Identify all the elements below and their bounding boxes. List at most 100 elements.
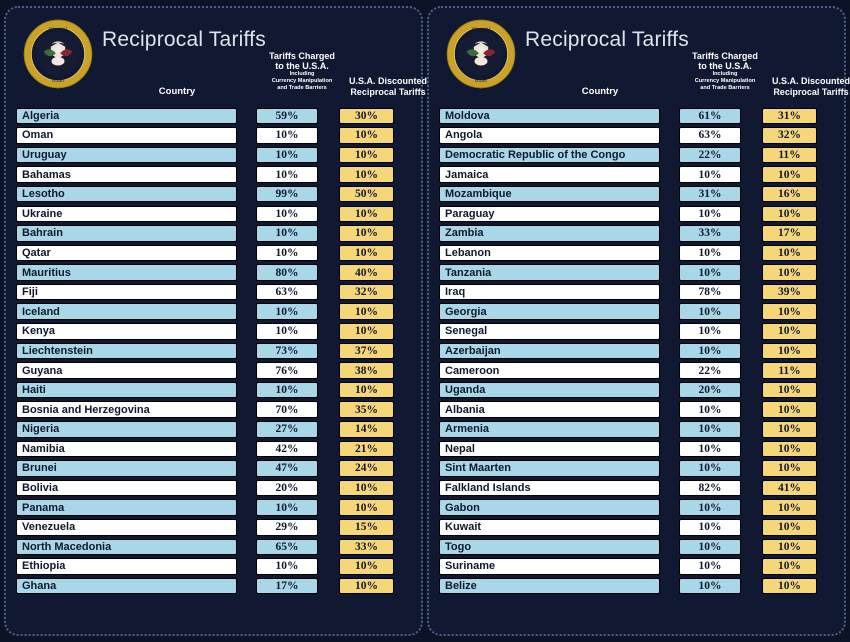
presidential-seal-icon: PRESIDENT SEAL UNITED STATES — [445, 18, 517, 90]
cell-tariff-charged: 10% — [256, 225, 318, 242]
svg-text:STATES: STATES — [475, 79, 487, 83]
cell-tariff-discounted: 33% — [339, 538, 394, 556]
cell-country: Algeria — [16, 107, 237, 125]
charged-line-1: Tariffs Charged — [269, 51, 335, 61]
cell-country: Togo — [439, 538, 660, 556]
cell-tariff-charged: 10% — [256, 166, 318, 183]
cell-country: Qatar — [16, 244, 237, 262]
cell-country: Senegal — [439, 323, 660, 340]
cell-tariff-charged: 10% — [679, 460, 741, 477]
cell-tariff-discounted: 37% — [339, 342, 394, 360]
table-row: Gabon 10% 10% — [439, 498, 834, 518]
cell-tariff-discounted: 10% — [762, 166, 817, 183]
charged-sub-1: Including — [712, 71, 738, 78]
tariff-panel-left: PRESIDENT SEAL UNITED STATES Reciprocal … — [4, 6, 427, 636]
cell-tariff-discounted: 41% — [762, 479, 817, 497]
table-row: Tanzania 10% 10% — [439, 263, 834, 283]
table-row: North Macedonia 65% 33% — [16, 537, 411, 557]
cell-tariff-charged: 76% — [256, 362, 318, 379]
cell-country: Falkland Islands — [439, 479, 660, 497]
cell-tariff-charged: 10% — [256, 244, 318, 262]
table-row: Liechtenstein 73% 37% — [16, 341, 411, 361]
table-row: Suriname 10% 10% — [439, 557, 834, 577]
cell-tariff-charged: 22% — [679, 146, 741, 164]
cell-country: Bahrain — [16, 225, 237, 242]
column-header-tariffs-charged: Tariffs Charged to the U.S.A. Including … — [265, 51, 339, 92]
table-row: Algeria 59% 30% — [16, 106, 411, 126]
cell-country: Tanzania — [439, 264, 660, 281]
cell-tariff-charged: 33% — [679, 225, 741, 242]
table-row: Haiti 10% 10% — [16, 380, 411, 400]
cell-tariff-discounted: 10% — [339, 577, 394, 595]
cell-tariff-charged: 10% — [256, 558, 318, 575]
cell-tariff-charged: 73% — [256, 342, 318, 360]
cell-tariff-discounted: 10% — [762, 323, 817, 340]
table-row: Bosnia and Herzegovina 70% 35% — [16, 400, 411, 420]
cell-country: Haiti — [16, 381, 237, 399]
cell-country: Oman — [16, 127, 237, 144]
cell-country: Venezuela — [16, 519, 237, 536]
cell-tariff-charged: 10% — [679, 558, 741, 575]
cell-tariff-discounted: 30% — [339, 107, 394, 125]
svg-text:UNITED: UNITED — [74, 35, 85, 49]
cell-tariff-discounted: 10% — [762, 303, 817, 320]
svg-text:SEAL: SEAL — [35, 38, 43, 48]
cell-tariff-charged: 10% — [256, 303, 318, 320]
cell-country: Democratic Republic of the Congo — [439, 146, 660, 164]
table-row: Iceland 10% 10% — [16, 302, 411, 322]
table-row: Kenya 10% 10% — [16, 322, 411, 342]
table-row: Oman 10% 10% — [16, 126, 411, 146]
page-title: Reciprocal Tariffs — [102, 28, 266, 51]
cell-tariff-discounted: 35% — [339, 401, 394, 418]
cell-country: Cameroon — [439, 362, 660, 379]
table-row: Venezuela 29% 15% — [16, 517, 411, 537]
cell-tariff-charged: 20% — [679, 381, 741, 399]
cell-tariff-discounted: 14% — [339, 421, 394, 438]
cell-country: Kuwait — [439, 519, 660, 536]
table-row: Kuwait 10% 10% — [439, 517, 834, 537]
table-row: Angola 63% 32% — [439, 126, 834, 146]
cell-tariff-charged: 10% — [679, 538, 741, 556]
cell-tariff-discounted: 16% — [762, 185, 817, 203]
cell-tariff-charged: 31% — [679, 185, 741, 203]
cell-tariff-discounted: 32% — [762, 127, 817, 144]
cell-country: Ukraine — [16, 205, 237, 223]
cell-country: Nigeria — [16, 421, 237, 438]
cell-tariff-discounted: 21% — [339, 440, 394, 458]
table-row: Qatar 10% 10% — [16, 243, 411, 263]
cell-tariff-charged: 99% — [256, 185, 318, 203]
cell-country: Bosnia and Herzegovina — [16, 401, 237, 418]
cell-tariff-charged: 10% — [256, 146, 318, 164]
cell-country: Lesotho — [16, 185, 237, 203]
cell-country: Iceland — [16, 303, 237, 320]
svg-text:STATES: STATES — [52, 79, 64, 83]
table-row: Iraq 78% 39% — [439, 282, 834, 302]
cell-tariff-charged: 10% — [679, 342, 741, 360]
cell-country: Mauritius — [16, 264, 237, 281]
cell-tariff-discounted: 15% — [339, 519, 394, 536]
cell-tariff-charged: 65% — [256, 538, 318, 556]
cell-tariff-discounted: 10% — [762, 205, 817, 223]
tariff-table-right: Moldova 61% 31% Angola 63% 32% Democratic Repu… — [439, 106, 834, 626]
table-row: Azerbaijan 10% 10% — [439, 341, 834, 361]
cell-tariff-discounted: 10% — [762, 499, 817, 516]
cell-tariff-discounted: 10% — [339, 205, 394, 223]
cell-tariff-discounted: 50% — [339, 185, 394, 203]
table-row: Fiji 63% 32% — [16, 282, 411, 302]
cell-tariff-discounted: 38% — [339, 362, 394, 379]
svg-text:SEAL: SEAL — [458, 38, 466, 48]
cell-tariff-charged: 10% — [679, 323, 741, 340]
table-row: Togo 10% 10% — [439, 537, 834, 557]
charged-line-1: Tariffs Charged — [692, 51, 758, 61]
cell-tariff-charged: 20% — [256, 479, 318, 497]
discount-line-2: Reciprocal Tariffs — [773, 86, 849, 97]
cell-tariff-discounted: 11% — [762, 146, 817, 164]
column-header-country: Country — [581, 86, 619, 97]
presidential-seal-icon: PRESIDENT SEAL UNITED STATES — [22, 18, 94, 90]
table-row: Bolivia 20% 10% — [16, 478, 411, 498]
cell-tariff-discounted: 17% — [762, 225, 817, 242]
cell-country: Albania — [439, 401, 660, 418]
column-header-usa-discounted: U.S.A. Discounted Reciprocal Tariffs — [769, 76, 850, 97]
cell-tariff-discounted: 10% — [339, 146, 394, 164]
table-row: Ghana 17% 10% — [16, 576, 411, 596]
